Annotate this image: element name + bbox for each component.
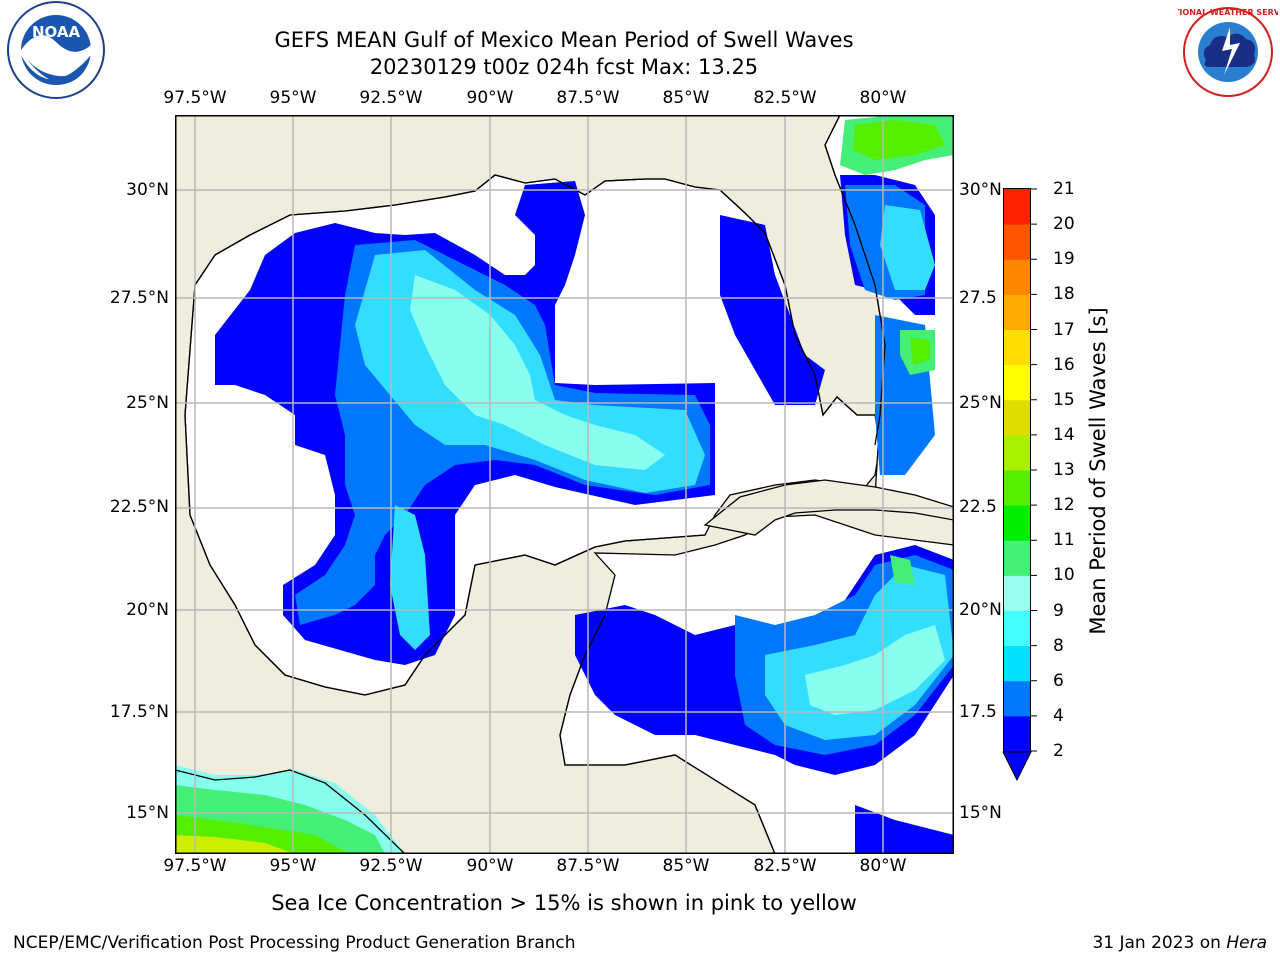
lon-label-top: 87.5°W [556, 88, 620, 108]
colorbar-segment [1004, 189, 1030, 225]
colorbar-tick-label: 6 [1053, 670, 1064, 691]
colorbar-tick-label: 9 [1053, 600, 1064, 621]
chart-subtitle: 20230129 t00z 024h fcst Max: 13.25 [369, 55, 759, 79]
swell-field-13-15 [175, 835, 295, 854]
sea-ice-footnote: Sea Ice Concentration > 15% is shown in … [271, 891, 857, 915]
lon-label-bottom: 80°W [859, 856, 907, 876]
lon-label-bottom: 95°W [269, 856, 317, 876]
lat-label-right: 15°N [959, 803, 1002, 823]
date-stamp: 31 Jan 2023 on Hera [1092, 933, 1267, 953]
lat-label-left: 27.5°N [109, 288, 169, 308]
colorbar-tick-label: 12 [1053, 495, 1075, 516]
nws-logo-text: NATIONAL WEATHER SERVICE [1178, 8, 1278, 17]
colorbar-tick-label: 13 [1053, 460, 1075, 480]
credit-text: NCEP/EMC/Verification Post Processing Pr… [13, 933, 576, 953]
chart-title: GEFS MEAN Gulf of Mexico Mean Period of … [274, 28, 854, 52]
colorbar-tick-label: 15 [1053, 389, 1075, 410]
colorbar-tick-label: 2 [1053, 741, 1064, 761]
colorbar-segment [1004, 399, 1030, 436]
colorbar-segment [1004, 680, 1030, 717]
colorbar-segments [1004, 189, 1030, 752]
colorbar-tick-label: 20 [1053, 214, 1075, 235]
colorbar-tick-label: 4 [1053, 705, 1064, 726]
colorbar-tick-label: 10 [1053, 565, 1075, 586]
lat-label-left: 25°N [126, 393, 169, 413]
lat-label-right: 20°N [959, 600, 1002, 620]
colorbar-tick-label: 14 [1053, 424, 1075, 445]
lat-label-right: 30°N [959, 180, 1002, 200]
lon-label-bottom: 97.5°W [163, 856, 227, 876]
nws-logo-icon: NATIONAL WEATHER SERVICE [1178, 7, 1278, 97]
colorbar-segment [1004, 259, 1030, 295]
date-text: 31 Jan 2023 on [1092, 933, 1227, 953]
colorbar-segment [1004, 329, 1030, 366]
lon-label-bottom: 85°W [662, 856, 710, 876]
colorbar-segment [1004, 540, 1030, 576]
colorbar-frame [1003, 188, 1031, 752]
swell-period-map [175, 115, 954, 854]
coastlines [175, 115, 886, 854]
lon-label-bottom: 90°W [466, 856, 514, 876]
lat-label-right: 17.5 [959, 702, 997, 722]
colorbar [1002, 188, 1037, 782]
colorbar-segment [1004, 470, 1030, 506]
lon-label-bottom: 87.5°W [556, 856, 620, 876]
colorbar-tick-label: 8 [1053, 635, 1064, 656]
lat-label-left: 20°N [126, 600, 169, 620]
lat-label-left: 17.5°N [109, 702, 169, 722]
lat-label-left: 30°N [126, 180, 169, 200]
colorbar-tick-label: 11 [1053, 530, 1075, 551]
host-name: Hera [1226, 933, 1267, 953]
lon-label-top: 82.5°W [753, 88, 817, 108]
noaa-logo-icon: NOAA [7, 1, 105, 99]
lat-label-left: 15°N [126, 803, 169, 823]
colorbar-segment [1004, 505, 1030, 541]
colorbar-segment [1004, 575, 1030, 611]
colorbar-tick-label: 17 [1053, 319, 1075, 340]
lon-label-bottom: 92.5°W [359, 856, 423, 876]
colorbar-tick-marks [1031, 188, 1037, 752]
lat-label-right: 27.5 [959, 288, 997, 308]
colorbar-segment [1004, 610, 1030, 647]
colorbar-tick-label: 16 [1053, 354, 1075, 375]
colorbar-extend-min [1002, 751, 1032, 782]
lon-label-bottom: 82.5°W [753, 856, 817, 876]
colorbar-segment [1004, 715, 1030, 752]
colorbar-segment [1004, 224, 1030, 260]
colorbar-segment [1004, 364, 1030, 401]
colorbar-segment [1004, 645, 1030, 682]
lon-label-top: 90°W [466, 88, 514, 108]
lon-label-top: 97.5°W [163, 88, 227, 108]
map-frame [175, 115, 954, 854]
lat-label-right: 25°N [959, 393, 1002, 413]
colorbar-segment [1004, 434, 1030, 471]
colorbar-segment [1004, 294, 1030, 330]
gridlines [175, 115, 954, 854]
lat-label-right: 22.5 [959, 497, 997, 517]
colorbar-label: Mean Period of Swell Waves [s] [1086, 307, 1110, 635]
lat-label-left: 22.5°N [109, 497, 169, 517]
colorbar-tick-label: 19 [1053, 249, 1075, 270]
lon-label-top: 85°W [662, 88, 710, 108]
noaa-logo-text: NOAA [32, 23, 81, 41]
lon-label-top: 80°W [859, 88, 907, 108]
lon-label-top: 92.5°W [359, 88, 423, 108]
colorbar-tick-label: 21 [1053, 179, 1075, 199]
lon-label-top: 95°W [269, 88, 317, 108]
colorbar-tick-label: 18 [1053, 284, 1075, 305]
